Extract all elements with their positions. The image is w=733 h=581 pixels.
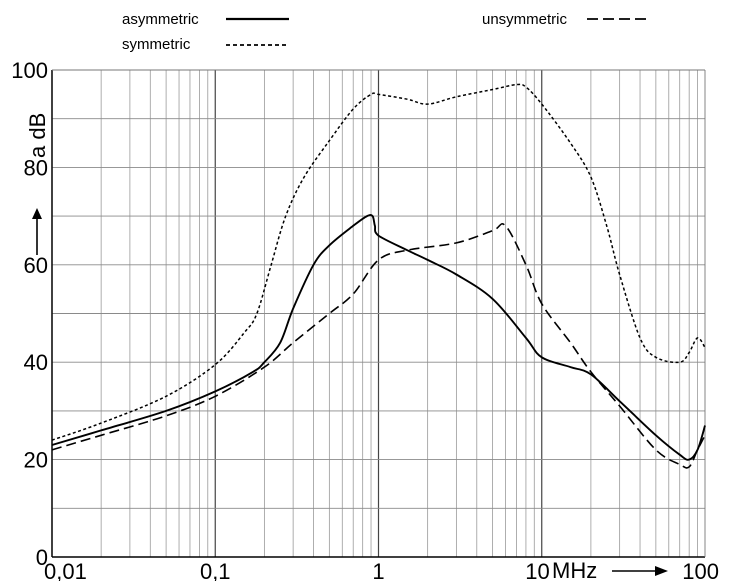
x-tick-label: 0,1 (200, 559, 231, 581)
x-axis-title-group: MHz (552, 558, 668, 581)
y-tick-label: 100 (11, 58, 48, 83)
y-axis-title: a dB (25, 113, 50, 158)
series-layer (51, 83, 706, 469)
series-line-unsymmetric (51, 223, 706, 469)
plot-frame (51, 69, 706, 558)
series-line-asymmetric (51, 213, 706, 461)
x-tick-label: 100 (682, 559, 719, 581)
y-tick-label: 60 (24, 253, 48, 278)
y-axis-title-group: a dB (25, 113, 50, 255)
y-tick-label: 0 (36, 545, 48, 570)
x-tick-label: 10 (525, 559, 549, 581)
y-tick-label: 40 (24, 350, 48, 375)
y-tick-label: 80 (24, 155, 48, 180)
tick-labels: 0 20 40 60 80 100 0,01 0,1 1 10 100 (11, 58, 719, 581)
legend-label-unsymmetric: unsymmetric (482, 11, 568, 28)
grid-lines (51, 70, 705, 557)
x-tick-label: 0,01 (44, 559, 87, 581)
y-axis-arrow-head (32, 208, 42, 219)
x-tick-label: 1 (372, 559, 384, 581)
legend: asymmetric symmetric unsymmetric (122, 11, 647, 53)
y-tick-label: 20 (24, 448, 48, 473)
legend-label-symmetric: symmetric (122, 36, 191, 53)
series-line-symmetric (51, 83, 706, 441)
x-axis-title: MHz (552, 558, 597, 581)
legend-label-asymmetric: asymmetric (122, 11, 199, 28)
x-axis-arrow-head (655, 566, 668, 576)
